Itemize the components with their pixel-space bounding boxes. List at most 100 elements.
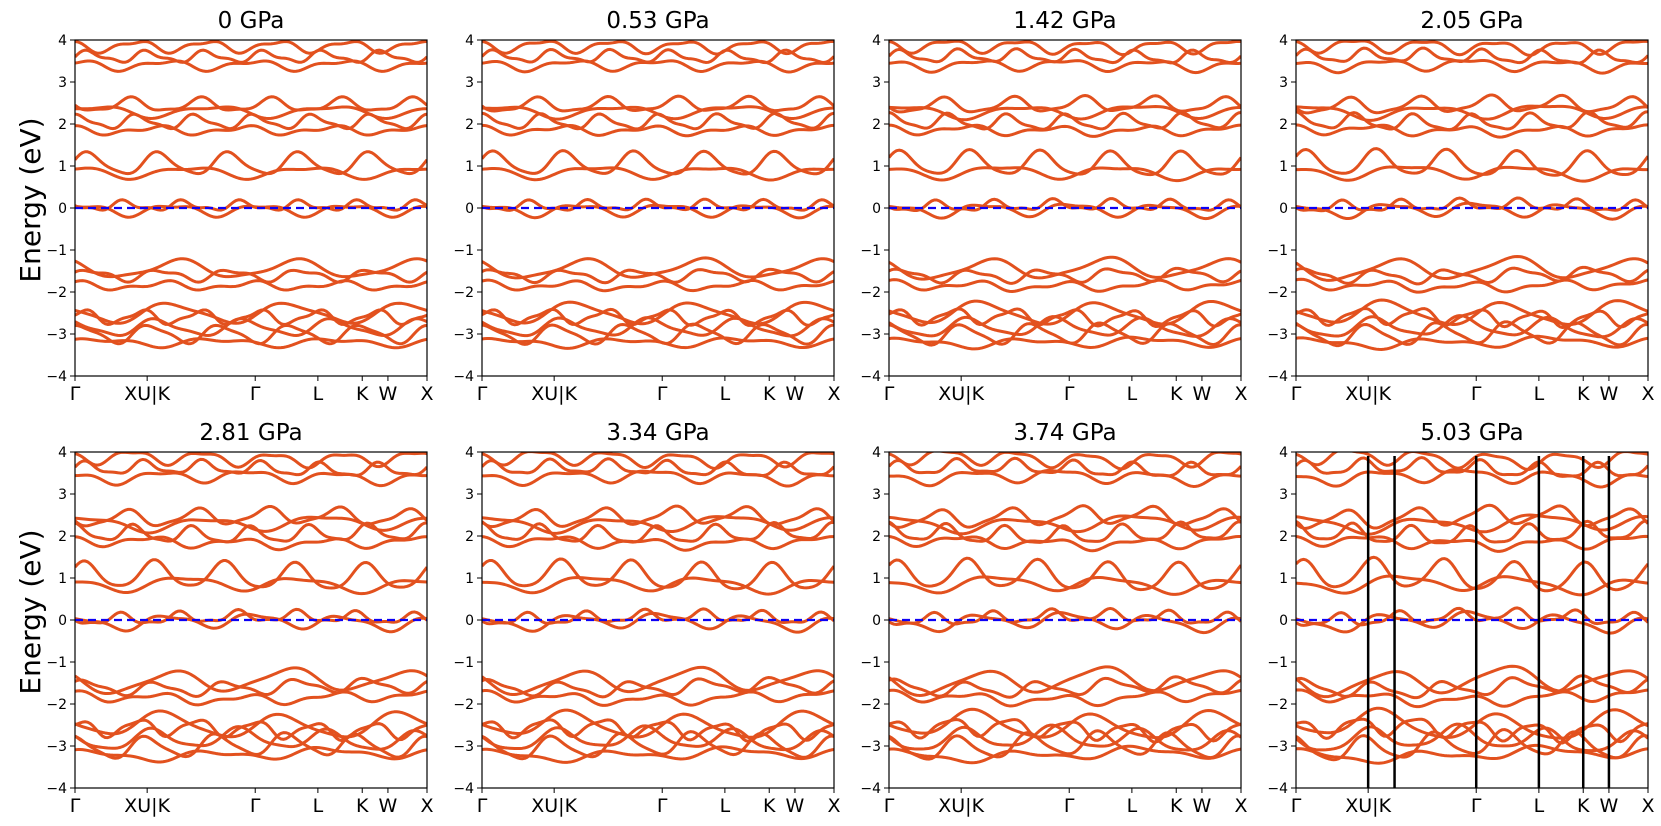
x-tick-label: Γ (477, 795, 488, 817)
y-tick-label: 0 (872, 201, 881, 217)
band-line (75, 150, 427, 176)
x-tick-label: L (313, 795, 324, 817)
band-line (75, 279, 427, 292)
band-line (482, 504, 834, 529)
band-line (482, 300, 834, 326)
band-line (889, 299, 1241, 326)
x-tick-label: X (827, 795, 840, 817)
x-tick-label: K (356, 795, 369, 817)
x-tick-label: K (1170, 795, 1183, 817)
y-tick-label: −1 (1267, 243, 1288, 259)
band-line (482, 267, 834, 285)
panel-title: 3.34 GPa (606, 420, 709, 446)
band-line (889, 255, 1241, 281)
x-tick-label: K (1577, 383, 1590, 405)
band-line (482, 535, 834, 552)
band-line (889, 321, 1241, 347)
band-line (889, 514, 1241, 536)
band-line (75, 666, 427, 696)
y-tick-label: −4 (1267, 369, 1288, 385)
band-line (482, 576, 834, 596)
x-tick-label: W (786, 795, 805, 817)
x-tick-label: Γ (70, 795, 81, 817)
y-tick-label: 3 (58, 75, 67, 91)
band-line (889, 197, 1241, 213)
x-tick-label: X (420, 795, 433, 817)
y-tick-label: 2 (58, 529, 67, 545)
band-line (889, 688, 1241, 708)
x-tick-label: Γ (884, 795, 895, 817)
x-tick-label: W (1193, 383, 1212, 405)
band-line (482, 557, 834, 591)
band-line (75, 576, 427, 596)
y-tick-label: −3 (1267, 739, 1288, 755)
bands-group (482, 452, 834, 764)
y-tick-label: 2 (465, 529, 474, 545)
x-tick-label: K (1577, 795, 1590, 817)
band-line (482, 278, 834, 293)
band-line (1296, 265, 1648, 286)
band-line (482, 149, 834, 176)
x-tick-label: Γ (1471, 383, 1482, 405)
band-line (889, 611, 1241, 635)
band-line (75, 308, 427, 326)
band-line (889, 606, 1241, 626)
band-line (482, 123, 834, 138)
y-tick-label: 4 (465, 445, 474, 461)
y-tick-label: 1 (465, 571, 474, 587)
band-line (1296, 123, 1648, 139)
band-line (1296, 743, 1648, 765)
band-line (889, 93, 1241, 114)
y-tick-label: 1 (58, 159, 67, 175)
band-line (1296, 314, 1648, 339)
x-tick-label: Γ (1291, 795, 1302, 817)
y-axis-label-bottom-row: Energy (eV) (14, 529, 47, 694)
band-line (482, 607, 834, 626)
band-line (1296, 468, 1648, 489)
band-line (889, 266, 1241, 285)
y-tick-label: 3 (1279, 487, 1288, 503)
x-tick-label: W (786, 383, 805, 405)
x-tick-label: W (379, 383, 398, 405)
x-tick-label: Γ (1064, 383, 1075, 405)
band-line (889, 456, 1241, 478)
band-line (75, 59, 427, 73)
band-panel: 3.74 GPa −4 −3 −2 −1 0 1 2 3 4 Γ XU|K Γ L K W X (860, 420, 1247, 817)
x-tick-label: L (1127, 795, 1138, 817)
x-tick-label: K (763, 383, 776, 405)
band-line (889, 47, 1241, 65)
y-tick-label: −3 (860, 327, 881, 343)
y-tick-label: 4 (872, 445, 881, 461)
band-line (75, 48, 427, 64)
band-line (482, 457, 834, 478)
y-tick-label: 0 (872, 613, 881, 629)
band-line (75, 689, 427, 707)
y-tick-label: 4 (58, 33, 67, 49)
band-panel: 2.05 GPa −4 −3 −2 −1 0 1 2 3 4 Γ XU|K Γ L K W X (1267, 8, 1654, 405)
y-tick-label: −1 (46, 243, 67, 259)
x-tick-label: W (1600, 383, 1619, 405)
x-tick-label: W (1600, 795, 1619, 817)
y-tick-label: 2 (465, 117, 474, 133)
y-tick-label: 3 (465, 75, 474, 91)
band-line (1296, 728, 1648, 762)
band-line (889, 59, 1241, 75)
band-line (75, 457, 427, 477)
band-line (75, 709, 427, 739)
y-tick-label: −3 (46, 739, 67, 755)
band-line (75, 470, 427, 488)
band-line (482, 197, 834, 212)
x-tick-label: Γ (1064, 795, 1075, 817)
x-tick-label: XU|K (938, 383, 984, 405)
y-tick-label: −3 (860, 739, 881, 755)
panel-title: 5.03 GPa (1420, 420, 1523, 446)
band-line (482, 520, 834, 544)
bands-group (1296, 40, 1648, 351)
band-line (482, 611, 834, 634)
band-line (75, 198, 427, 212)
band-line (1296, 519, 1648, 545)
band-line (1296, 46, 1648, 65)
band-line (1296, 147, 1648, 177)
band-line (889, 729, 1241, 761)
